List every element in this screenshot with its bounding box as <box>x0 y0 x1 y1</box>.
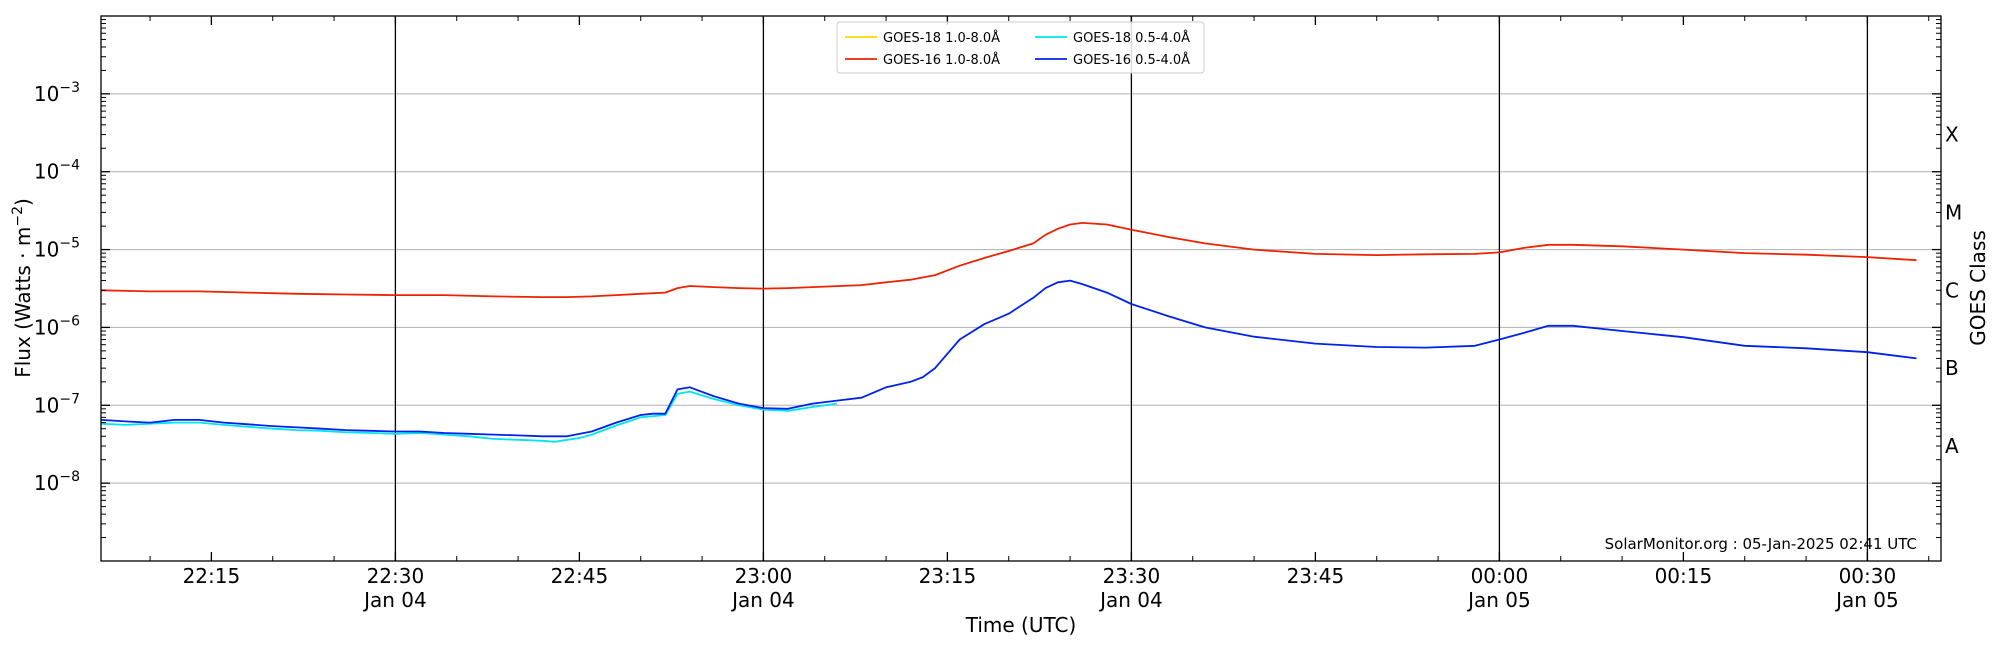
x-tick-label: 23:15 <box>919 564 977 588</box>
legend-label: GOES-16 0.5-4.0Å <box>1073 52 1190 68</box>
y-tick-exponent: −4 <box>59 158 80 174</box>
y-tick-base: 10 <box>34 471 59 495</box>
y-tick-base: 10 <box>34 393 59 417</box>
credit-text: SolarMonitor.org : 05-Jan-2025 02:41 UTC <box>1605 535 1917 553</box>
y-axis-label: Flux (Watts · m−2) <box>10 198 35 378</box>
y-tick-label: 10−3 <box>34 80 80 106</box>
y-tick-label: 10−8 <box>34 469 80 495</box>
legend: GOES-18 1.0-8.0Å GOES-16 1.0-8.0Å GOES-18 … <box>836 21 1205 74</box>
vertical-time-lines <box>394 16 1869 561</box>
y2-axis-label: GOES Class <box>1966 230 1990 346</box>
goes-class-label: C <box>1945 278 1959 302</box>
y-tick-exponent: −5 <box>59 236 80 252</box>
plot-frame <box>100 15 1942 562</box>
y-tick-exponent: −3 <box>59 80 80 96</box>
y-tick-base: 10 <box>34 238 59 262</box>
x-tick-label: 22:45 <box>551 564 609 588</box>
grid-layer <box>101 93 1941 484</box>
x-tick-label: 22:15 <box>183 564 241 588</box>
legend-label: GOES-18 0.5-4.0Å <box>1073 30 1190 46</box>
legend-label: GOES-18 1.0-8.0Å <box>883 30 1000 46</box>
tick-layer <box>101 16 1941 561</box>
y-tick-base: 10 <box>34 82 59 106</box>
x-tick-date-label: Jan 04 <box>730 588 795 612</box>
goes-class-label: B <box>1945 356 1959 380</box>
y-tick-label: 10−5 <box>34 236 80 262</box>
x-tick-date-label: Jan 04 <box>1098 588 1163 612</box>
y-axis-label-main: Flux (Watts · m <box>11 227 35 378</box>
x-tick-label: 23:30 <box>1103 564 1161 588</box>
goes-class-labels: A B C M X <box>1945 123 1962 458</box>
goes-class-label: M <box>1945 200 1962 224</box>
y-tick-base: 10 <box>34 160 59 184</box>
x-tick-label: 22:30 <box>367 564 425 588</box>
y-tick-exponent: −7 <box>59 391 80 407</box>
x-tick-label: 23:45 <box>1287 564 1345 588</box>
goes-class-label: A <box>1945 434 1959 458</box>
y-tick-label: 10−4 <box>34 158 80 184</box>
x-tick-date-label: Jan 04 <box>362 588 427 612</box>
x-axis-label: Time (UTC) <box>965 613 1077 637</box>
series-line <box>100 279 1917 438</box>
series-layer <box>100 221 1917 443</box>
series-line <box>100 390 838 443</box>
legend-label: GOES-16 1.0-8.0Å <box>883 52 1000 68</box>
x-tick-label: 23:00 <box>735 564 793 588</box>
y-axis-label-close: ) <box>11 198 35 206</box>
series-line <box>100 221 1917 299</box>
legend-entries: GOES-18 1.0-8.0Å GOES-16 1.0-8.0Å GOES-18 … <box>845 30 1190 68</box>
x-tick-label: 00:15 <box>1655 564 1713 588</box>
goes-class-label: X <box>1945 123 1959 147</box>
y-tick-exponent: −8 <box>59 469 80 485</box>
x-tick-date-label: Jan 05 <box>1466 588 1531 612</box>
y-tick-label: 10−6 <box>34 313 80 339</box>
y-tick-label: 10−7 <box>34 391 80 417</box>
x-tick-date-label: Jan 05 <box>1834 588 1899 612</box>
y-axis-label-sup: −2 <box>10 206 26 227</box>
y-tick-exponent: −6 <box>59 313 80 329</box>
y-tick-labels: 10−810−710−610−510−410−3 <box>34 80 80 495</box>
legend-box <box>836 21 1205 74</box>
x-tick-label: 00:00 <box>1471 564 1529 588</box>
y-tick-base: 10 <box>34 315 59 339</box>
x-tick-label: 00:30 <box>1839 564 1897 588</box>
